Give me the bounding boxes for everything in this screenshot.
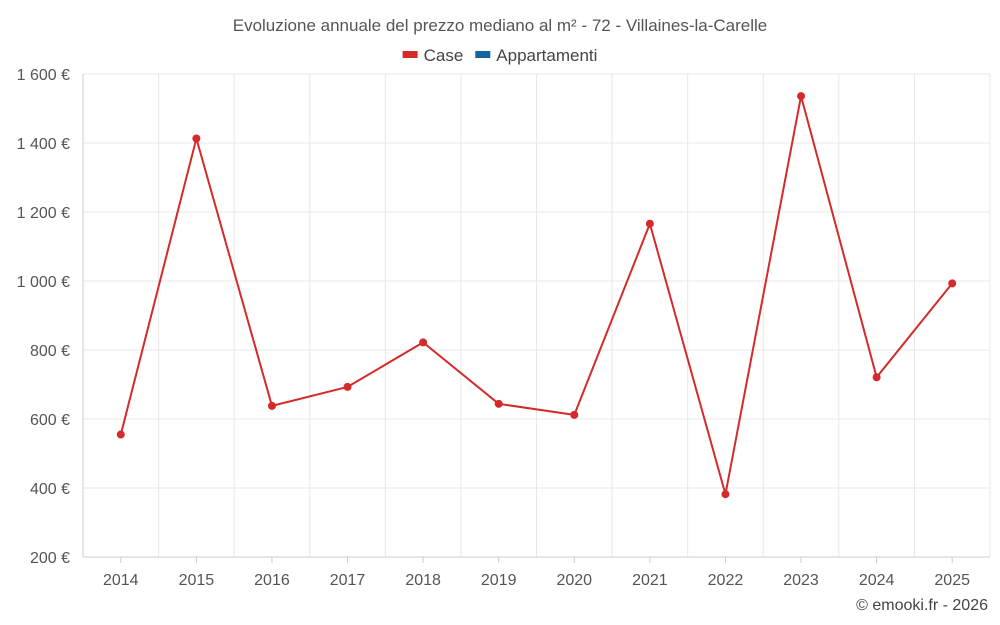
x-tick-label: 2021 [632, 572, 668, 589]
series-line-case [119, 95, 953, 496]
x-tick-label: 2017 [330, 572, 366, 589]
x-tick-label: 2019 [481, 572, 517, 589]
series-layer [116, 92, 957, 499]
x-tick-label: 2014 [103, 572, 139, 589]
data-point-2021[interactable] [645, 219, 654, 228]
legend-swatch [475, 51, 491, 58]
data-point-2023[interactable] [797, 92, 806, 101]
x-tick-label: 2024 [859, 572, 895, 589]
credit-text: © emooki.fr - 2026 [856, 597, 988, 614]
x-tick-label: 2022 [708, 572, 744, 589]
y-tick-label: 600 € [30, 412, 70, 429]
data-point-2016[interactable] [267, 401, 276, 410]
chart-title: Evoluzione annuale del prezzo mediano al… [233, 16, 768, 35]
x-tick-label: 2016 [254, 572, 290, 589]
legend-item-appartamenti[interactable]: Appartamenti [475, 46, 597, 65]
x-tick-label: 2023 [783, 572, 819, 589]
x-tick-label: 2025 [934, 572, 970, 589]
y-tick-label: 1 000 € [17, 274, 70, 291]
y-tick-label: 200 € [30, 550, 70, 567]
y-tick-label: 800 € [30, 343, 70, 360]
data-point-2019[interactable] [494, 399, 503, 408]
data-point-2017[interactable] [343, 382, 352, 391]
data-point-2018[interactable] [419, 338, 428, 347]
data-point-2014[interactable] [116, 430, 125, 439]
grid [82, 73, 991, 557]
y-tick-label: 1 400 € [17, 136, 70, 153]
data-point-2022[interactable] [721, 490, 730, 499]
data-point-2024[interactable] [872, 373, 881, 382]
x-tick-label: 2018 [405, 572, 441, 589]
legend: Case Appartamenti [402, 46, 597, 65]
legend-label: Case [424, 46, 464, 65]
data-point-2025[interactable] [948, 279, 957, 288]
y-tick-label: 1 600 € [17, 67, 70, 84]
data-point-2020[interactable] [570, 410, 579, 419]
legend-item-case[interactable]: Case [402, 46, 464, 65]
y-tick-label: 400 € [30, 481, 70, 498]
y-tick-label: 1 200 € [17, 205, 70, 222]
data-point-2015[interactable] [192, 134, 201, 143]
x-tick-label: 2015 [179, 572, 215, 589]
legend-swatch [402, 51, 418, 58]
x-tick-label: 2020 [556, 572, 592, 589]
legend-label: Appartamenti [496, 46, 597, 65]
axes: 200 € 400 € 600 € 800 € 1 000 € 1 200 € 1 400 … [17, 67, 990, 589]
